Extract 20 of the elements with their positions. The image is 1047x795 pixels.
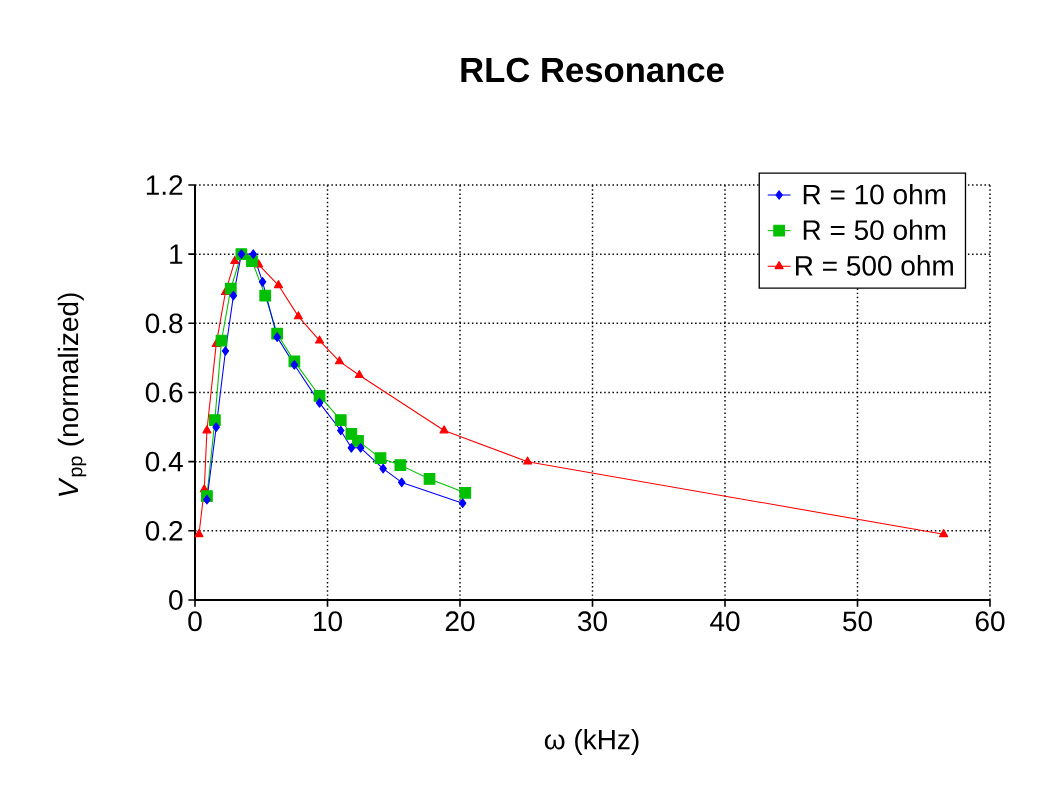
x-tick-label: 50 (843, 611, 872, 632)
legend-label: R = 10 ohm (803, 183, 946, 205)
x-tick-label: 10 (314, 611, 342, 632)
x-tick-label: 0 (188, 611, 202, 632)
y-tick-label: 0.2 (145, 520, 183, 541)
chart-title: RLC Resonance (461, 57, 724, 83)
x-tick-label: 40 (710, 611, 740, 632)
y-tick-label: 0.6 (145, 382, 183, 403)
y-tick-label: 1 (170, 244, 183, 264)
x-tick-label: 20 (445, 611, 475, 632)
x-tick-label: 30 (577, 611, 607, 632)
legend-label: R = 50 ohm (803, 219, 946, 241)
y-tick-label: 0 (169, 590, 183, 610)
legend-label: R = 500 ohm (796, 255, 953, 276)
y-tick-label: 0.4 (145, 451, 183, 472)
x-tick-label: 60 (975, 611, 1005, 632)
y-tick-label: 1.2 (146, 175, 183, 195)
y-axis-title: V$_{pp}$ (normalized) (57, 293, 87, 496)
y-tick-label: 0.8 (145, 313, 183, 334)
x-axis-title: ω (kHz) (544, 728, 639, 756)
